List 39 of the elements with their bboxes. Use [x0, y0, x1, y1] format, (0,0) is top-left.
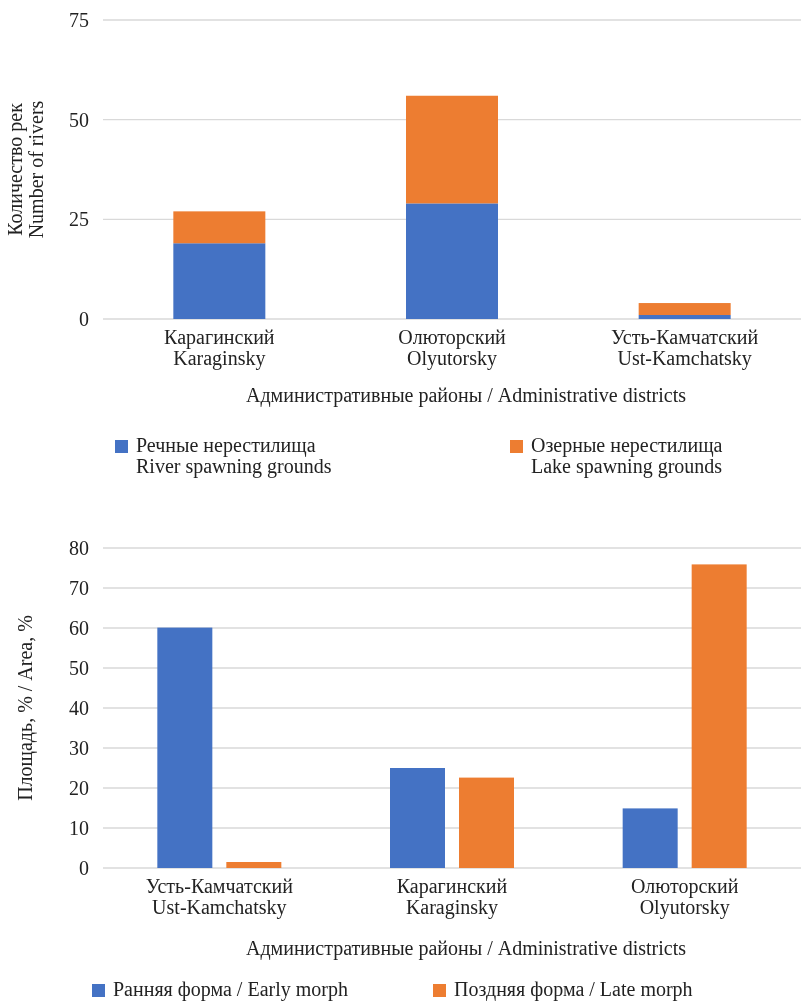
- x-tick-label: Усть-Камчатский Ust-Kamchatsky: [145, 875, 294, 919]
- y-tick-label: 0: [79, 308, 89, 330]
- bar: [226, 862, 282, 868]
- y-tick-label: 40: [69, 697, 89, 719]
- bar: [622, 808, 678, 868]
- x-axis-title: Административные районы / Administrative districts: [245, 937, 687, 960]
- x-tick-label: Карагинский Karaginsky: [396, 875, 508, 919]
- x-tick-label: Усть-Камчатский Ust-Kamchatsky: [611, 326, 759, 370]
- x-tick-label: Олюторский Olyutorsky: [630, 875, 739, 919]
- x-tick-label: Олюторский Olyutorsky: [398, 326, 507, 370]
- bar: [691, 564, 747, 868]
- y-tick-label: 75: [69, 9, 89, 31]
- legend-label: Ранняя форма / Early morph: [113, 978, 348, 1001]
- y-tick-label: 50: [69, 108, 89, 131]
- x-tick-label: Карагинский Karaginsky: [164, 326, 275, 370]
- y-axis-title: Количество рек Number of rivers: [3, 100, 47, 239]
- y-tick-label: 25: [69, 208, 89, 231]
- bar: [406, 95, 498, 204]
- y-tick-label: 10: [69, 817, 89, 839]
- y-tick-label: 20: [69, 777, 89, 799]
- bar: [173, 243, 266, 319]
- x-axis-title: Административные районы / Administrative districts: [245, 384, 687, 407]
- bar: [638, 303, 731, 316]
- legend-label: Речные нерестилища River spawning grounds: [136, 434, 332, 478]
- bar: [638, 315, 731, 319]
- bar: [406, 203, 498, 319]
- bar: [390, 768, 445, 868]
- y-tick-label: 60: [69, 617, 89, 639]
- bar: [459, 777, 514, 868]
- y-axis-title: Площадь, % / Area, %: [14, 615, 37, 801]
- y-tick-label: 50: [69, 657, 89, 679]
- y-tick-label: 80: [69, 537, 89, 559]
- bar: [157, 627, 213, 868]
- y-tick-label: 70: [69, 577, 89, 599]
- legend-label: Озерные нерестилища Lake spawning grounds: [531, 434, 723, 478]
- bar: [173, 211, 266, 244]
- y-tick-label: 0: [79, 857, 89, 879]
- y-tick-label: 30: [69, 737, 89, 759]
- legend-label: Поздняя форма / Late morph: [454, 978, 693, 1001]
